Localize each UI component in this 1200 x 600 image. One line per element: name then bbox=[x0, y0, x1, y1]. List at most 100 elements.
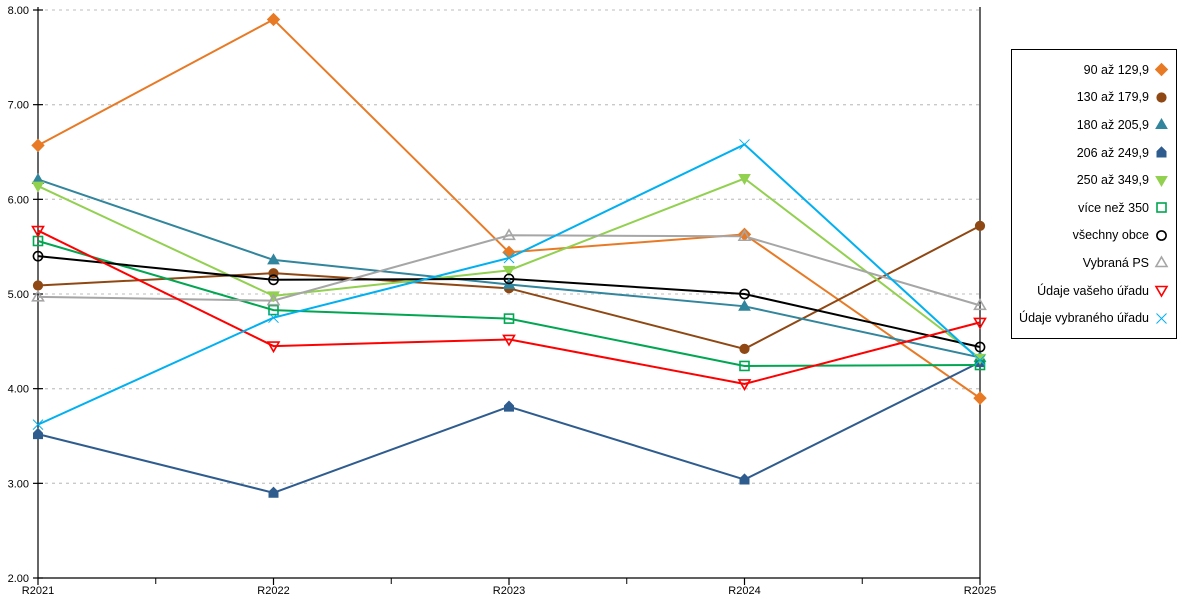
triangle-down-marker bbox=[502, 334, 516, 347]
circle-marker bbox=[503, 273, 515, 285]
triangle-up-marker bbox=[1155, 118, 1168, 130]
series-markers bbox=[32, 250, 986, 353]
circle-marker bbox=[739, 288, 750, 300]
x-tick-label: R2025 bbox=[964, 585, 996, 597]
square-legend-icon bbox=[1156, 202, 1167, 214]
x-tick-label: R2023 bbox=[493, 585, 525, 597]
legend-item-label: 130 až 179,9 bbox=[1076, 90, 1149, 105]
triangle-up-legend-icon bbox=[1155, 118, 1168, 130]
triangle-down-marker bbox=[31, 181, 45, 193]
legend-item-label: 180 až 205,9 bbox=[1076, 117, 1149, 132]
triangle-down-marker bbox=[1155, 175, 1168, 187]
y-tick-label: 2.00 bbox=[8, 573, 29, 585]
legend-item: Vybraná PS bbox=[1012, 255, 1176, 270]
x-marker bbox=[268, 312, 279, 324]
circle-legend-icon bbox=[1156, 92, 1167, 103]
pentagon-marker bbox=[33, 427, 43, 440]
triangle-down-marker bbox=[266, 341, 281, 354]
circle-marker bbox=[268, 274, 279, 286]
x-tick-label: R2021 bbox=[22, 585, 54, 597]
pentagon-legend-icon bbox=[1156, 146, 1167, 158]
triangle-up-marker bbox=[738, 299, 751, 311]
x-marker bbox=[739, 139, 750, 150]
x-marker bbox=[1156, 312, 1167, 324]
legend-item: Údaje vašeho úřadu bbox=[1012, 283, 1176, 298]
triangle-down-legend-icon bbox=[1154, 285, 1169, 298]
square-marker bbox=[1156, 202, 1167, 214]
circle-marker bbox=[974, 220, 986, 231]
triangle-up-marker bbox=[502, 228, 516, 241]
y-tick-label: 3.00 bbox=[8, 478, 29, 490]
y-tick-label: 4.00 bbox=[8, 384, 29, 396]
square-marker bbox=[739, 360, 750, 372]
legend-item: Údaje vybraného úřadu bbox=[1012, 311, 1176, 326]
diamond-legend-icon bbox=[1154, 63, 1169, 77]
legend-item: 180 až 205,9 bbox=[1012, 117, 1176, 132]
triangle-up-marker bbox=[31, 289, 45, 302]
legend: 90 až 129,9 130 až 179,9 180 až 205,9 206 a… bbox=[1011, 49, 1177, 339]
diamond-marker bbox=[1154, 63, 1169, 77]
circle-marker bbox=[32, 250, 44, 262]
legend-item: 206 až 249,9 bbox=[1012, 145, 1176, 160]
circle-marker bbox=[974, 341, 986, 353]
triangle-down-marker bbox=[973, 353, 987, 365]
legend-item: více než 350 bbox=[1012, 200, 1176, 215]
x-marker bbox=[503, 252, 515, 264]
legend-item: 130 až 179,9 bbox=[1012, 90, 1176, 105]
series-line bbox=[37, 240, 981, 367]
series-line bbox=[37, 229, 981, 385]
circle-marker bbox=[32, 280, 44, 291]
circle-marker bbox=[739, 343, 750, 355]
y-tick-label: 8.00 bbox=[8, 5, 29, 17]
series-markers bbox=[31, 228, 987, 311]
triangle-down-marker bbox=[973, 317, 987, 330]
x-tick-label: R2024 bbox=[728, 585, 760, 597]
diamond-marker bbox=[31, 138, 45, 153]
pentagon-marker bbox=[739, 473, 750, 485]
triangle-up-marker bbox=[266, 293, 281, 306]
series-markers bbox=[31, 225, 987, 392]
legend-item: 250 až 349,9 bbox=[1012, 173, 1176, 188]
x-marker bbox=[974, 354, 986, 366]
legend-item-label: Vybraná PS bbox=[1082, 255, 1149, 270]
legend-item-label: 250 až 349,9 bbox=[1076, 173, 1149, 188]
triangle-down-marker bbox=[738, 174, 751, 186]
triangle-up-marker bbox=[267, 253, 280, 265]
legend-item-label: 90 až 129,9 bbox=[1083, 62, 1149, 77]
legend-item-label: více než 350 bbox=[1078, 200, 1149, 215]
diamond-marker bbox=[973, 391, 987, 405]
legend-item-label: Údaje vybraného úřadu bbox=[1019, 311, 1149, 326]
legend-item-label: Údaje vašeho úřadu bbox=[1037, 283, 1149, 298]
triangle-up-marker bbox=[737, 229, 752, 242]
pentagon-marker bbox=[504, 400, 514, 412]
triangle-down-marker bbox=[31, 225, 45, 238]
legend-item-label: 206 až 249,9 bbox=[1076, 145, 1149, 160]
legend-item: 90 až 129,9 bbox=[1012, 62, 1176, 77]
diamond-marker bbox=[266, 12, 281, 27]
square-marker bbox=[503, 313, 515, 324]
triangle-down-marker bbox=[1154, 285, 1169, 298]
triangle-up-legend-icon bbox=[1154, 255, 1169, 268]
series-markers bbox=[33, 355, 985, 498]
series-markers bbox=[32, 139, 986, 430]
legend-item: všechny obce bbox=[1012, 228, 1176, 243]
x-marker bbox=[32, 419, 44, 430]
triangle-down-marker bbox=[502, 265, 516, 277]
circle-marker bbox=[1156, 92, 1167, 103]
legend-item-label: všechny obce bbox=[1072, 228, 1149, 243]
y-tick-label: 6.00 bbox=[8, 194, 29, 206]
x-tick-label: R2022 bbox=[257, 585, 289, 597]
triangle-down-legend-icon bbox=[1155, 175, 1168, 187]
circle-marker bbox=[1156, 229, 1167, 241]
triangle-up-marker bbox=[1154, 255, 1169, 268]
x-legend-icon bbox=[1156, 312, 1167, 324]
triangle-up-marker bbox=[973, 298, 987, 311]
series-line bbox=[37, 234, 981, 307]
y-tick-label: 7.00 bbox=[8, 100, 29, 112]
square-marker bbox=[268, 304, 279, 316]
pentagon-marker bbox=[1156, 146, 1167, 158]
series-line bbox=[37, 361, 981, 494]
series-line bbox=[37, 18, 981, 399]
